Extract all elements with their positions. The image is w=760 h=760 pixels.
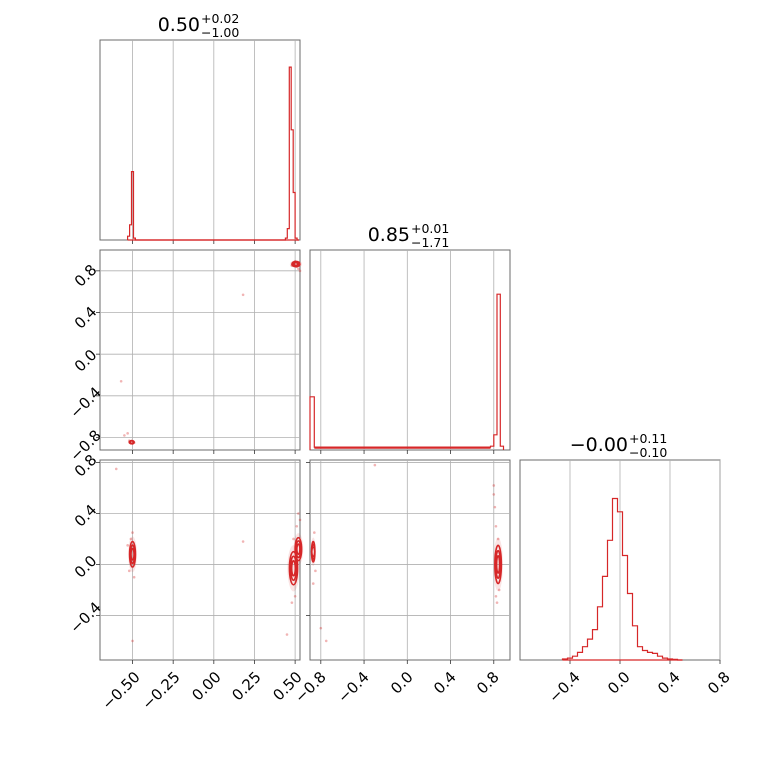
scatter-p1-p2-point-7 [313, 531, 316, 534]
y-ticklabels-p2: −0.4 0.0 0.4 0.8 [66, 451, 104, 637]
title-p1-median: 0.85 [368, 224, 410, 246]
scatter-p1-p2-point-4 [497, 588, 501, 592]
hist-p1-step [309, 293, 505, 450]
scatter-p0-p2-cluster-2-level-2 [296, 543, 301, 556]
scatter-p0-p2-point-3 [131, 531, 134, 534]
title-p1-minus: −1.71 [411, 235, 449, 250]
scatter-p0-p2-cluster-2-level-0 [294, 536, 303, 562]
x-tick-p2-2: 0.4 [654, 668, 684, 698]
y-ticklabels-p1: −0.8 −0.4 0.0 0.4 0.8 [66, 261, 104, 465]
scatter-p0-p1-cluster-0-level-2 [293, 261, 299, 267]
x-tick-p0-3: 0.25 [228, 668, 264, 704]
scatter-p0-p2-point-9 [298, 518, 302, 522]
x-ticklabels-p2: −0.4 0.0 0.4 0.8 [545, 668, 733, 706]
x-tick-p2-3: 0.8 [704, 668, 734, 698]
y-tick-p2-1: 0.0 [71, 552, 101, 582]
scatter-p1-p2-point-1 [495, 601, 499, 604]
x-tick-p1-2: 0.0 [387, 668, 417, 698]
title-p0-minus: −1.00 [201, 25, 239, 40]
scatter-p1-p2-frame [309, 459, 511, 661]
x-ticklabels-p0: −0.50 −0.25 0.00 0.25 0.50 [99, 668, 306, 713]
scatter-p0-p2-cluster-1-level-2 [290, 560, 297, 577]
y-tick-p1-4: 0.8 [71, 261, 101, 291]
scatter-p0-p1-frame [99, 249, 301, 451]
x-tick-p2-0: −0.4 [545, 668, 583, 706]
scatter-p0-p2-cluster-0-level-0 [128, 540, 137, 568]
scatter-p1-p2-point-3 [492, 484, 496, 487]
title-p1-plus: +0.01 [411, 221, 449, 236]
hist-p0-step [127, 66, 299, 241]
scatter-p1-p2-point-9 [314, 569, 317, 573]
scatter-p0-p2-point-1 [132, 575, 136, 579]
title-p2-minus: −0.10 [629, 445, 667, 460]
scatter-p1-p2-point-2 [493, 505, 497, 509]
title-p0-plus: +0.02 [201, 11, 239, 26]
scatter-p0-p2-cluster-1-level-1 [289, 555, 298, 582]
scatter-p1-p2-point-6 [494, 595, 498, 598]
title-p0: 0.50 +0.02 −1.00 [158, 11, 240, 40]
y-tick-p2-0: −0.4 [66, 598, 104, 636]
scatter-p0-p2-cluster-1-level-0 [288, 550, 299, 586]
scatter-p0-p1-cluster-1-level-2 [129, 439, 135, 445]
scatter-p0-p1-point-5 [298, 269, 302, 273]
x-tick-p2-1: 0.0 [604, 668, 634, 698]
scatter-p0-p1-point-2 [297, 267, 300, 271]
scatter-p0-p2-point-12 [241, 540, 245, 543]
y-tick-p1-1: −0.4 [66, 383, 104, 421]
y-tick-p2-2: 0.4 [71, 501, 101, 531]
scatter-p0-p2-point-2 [127, 569, 131, 573]
hist-p2-step [561, 497, 683, 661]
scatter-p1-p2-cluster-1-level-2 [310, 546, 316, 558]
scatter-p1-p2-cluster-0-level-0 [494, 544, 503, 585]
data-marks-layer [114, 66, 683, 661]
title-p1: 0.85 +0.01 −1.71 [368, 221, 450, 250]
scatter-p1-p2-point-11 [324, 639, 328, 643]
scatter-p0-p2-point-14 [114, 467, 118, 471]
x-ticklabels-p1: −0.8 −0.4 0.0 0.4 0.8 [291, 668, 502, 706]
scatter-p1-p2-cluster-0-level-1 [494, 549, 502, 580]
scatter-p1-p2-point-8 [311, 582, 315, 585]
y-tick-p1-3: 0.4 [71, 303, 101, 333]
scatter-p0-p2-point-10 [292, 537, 295, 541]
title-p2-plus: +0.11 [629, 431, 667, 446]
scatter-p0-p2-point-11 [285, 633, 289, 636]
scatter-p0-p2-point-0 [129, 537, 133, 541]
scatter-p1-p2-point-13 [492, 493, 496, 496]
scatter-p0-p1-point-14 [241, 293, 245, 297]
x-tick-p0-2: 0.00 [188, 668, 224, 704]
x-tick-p1-3: 0.4 [430, 668, 460, 698]
scatter-p0-p2-point-5 [290, 601, 294, 604]
scatter-p0-p2-point-7 [295, 524, 299, 528]
scatter-p1-p2-point-0 [494, 524, 498, 528]
x-tick-p0-1: −0.25 [139, 668, 184, 713]
grid-layer [100, 40, 721, 660]
title-p0-median: 0.50 [158, 14, 200, 36]
scatter-p0-p2-cluster-0-level-2 [130, 547, 135, 561]
y-tick-p1-2: 0.0 [71, 346, 101, 376]
x-tick-p1-4: 0.8 [473, 668, 503, 698]
scatter-p0-p1-point-13 [119, 379, 123, 383]
scatter-p1-p2-cluster-0-level-2 [495, 555, 501, 574]
scatter-p0-p2-point-8 [297, 512, 300, 515]
scatter-p0-p1-point-12 [126, 432, 129, 435]
scatter-p0-p2-point-6 [293, 595, 297, 598]
x-tick-p1-1: −0.4 [334, 668, 372, 706]
title-p2: −0.00 +0.11 −0.10 [570, 431, 668, 460]
scatter-p1-p2-point-10 [319, 626, 323, 630]
title-p2-median: −0.00 [570, 434, 628, 456]
x-tick-p0-0: −0.50 [99, 668, 144, 713]
scatter-p0-p2-point-4 [126, 544, 129, 547]
scatter-p0-p2-point-13 [131, 639, 134, 643]
hist-p1-frame [309, 249, 511, 451]
scatter-p0-p1-point-11 [123, 434, 126, 437]
scatter-p0-p2-cluster-2-level-1 [295, 540, 302, 559]
scatter-p1-p2-point-5 [496, 537, 500, 541]
hist-p0-frame [99, 39, 301, 241]
scatter-p1-p2-point-12 [373, 463, 377, 467]
tick-marks-layer [96, 240, 721, 664]
